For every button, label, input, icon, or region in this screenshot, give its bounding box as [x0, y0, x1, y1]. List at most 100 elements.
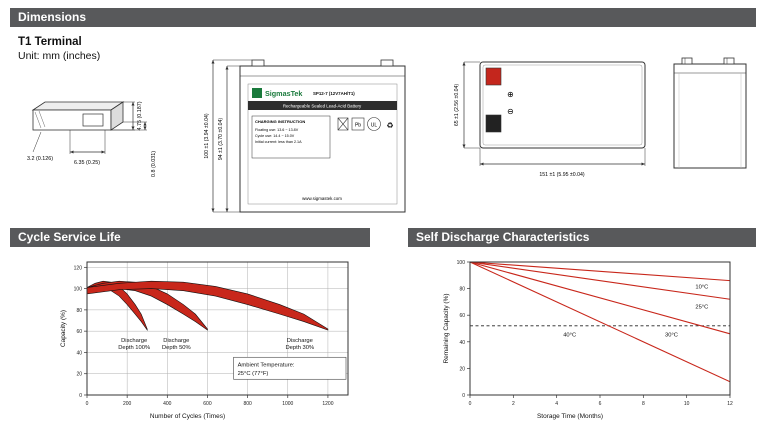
- y-tick-label: 120: [74, 265, 83, 271]
- self-discharge-title: Self Discharge Characteristics: [416, 230, 590, 244]
- battery-front-view: 100 ±1 (3.94 ±0.04) 94 ±1 (3.70 ±0.04) S…: [204, 59, 406, 213]
- series-label: 25°C: [695, 305, 708, 311]
- series-label: 30°C: [665, 332, 678, 338]
- y-tick-label: 100: [457, 260, 466, 266]
- x-tick-label: 6: [599, 401, 602, 407]
- terminal-detail-drawing: 4.75 (0.187) 3.2 (0.126) 6.35 (0.25) 0.8…: [27, 101, 157, 177]
- series-label: 10°C: [695, 285, 708, 291]
- y-tick-label: 0: [462, 393, 465, 399]
- charging-line-3: Initial current: less than 2.1A: [255, 140, 302, 144]
- x-axis-label: Storage Time (Months): [537, 413, 603, 420]
- series-line: [469, 261, 731, 383]
- battery-side-view: [673, 57, 747, 169]
- trash-crossed-icon: [337, 117, 349, 131]
- y-tick-label: 80: [459, 287, 465, 293]
- section-header-cycle-service-life: Cycle Service Life: [10, 228, 370, 247]
- dim-terminal-width: 6.35 (0.25): [74, 160, 100, 166]
- recycle-icon: ♻: [386, 121, 393, 130]
- x-tick-label: 0: [86, 401, 89, 407]
- annotation-text: Ambient Temperature:: [238, 362, 295, 368]
- x-tick-label: 200: [123, 401, 132, 407]
- side-terminal-left: [681, 57, 693, 65]
- x-tick-label: 12: [727, 401, 733, 407]
- y-tick-label: 20: [459, 366, 465, 372]
- x-tick-label: 400: [163, 401, 172, 407]
- charging-line-1: Floating use: 13.6 ~ 13.8V: [255, 128, 299, 132]
- series-line: [469, 261, 731, 282]
- x-tick-label: 2: [512, 401, 515, 407]
- minus-symbol: ⊖: [507, 107, 514, 116]
- dim-top-length: 151 ±1 (5.95 ±0.04): [539, 172, 584, 178]
- dimensions-title: Dimensions: [18, 10, 87, 24]
- side-view-case: [673, 63, 747, 169]
- model-number: SP12-7 (12V7AH/T1): [313, 91, 355, 96]
- y-tick-label: 20: [76, 372, 82, 378]
- x-tick-label: 1000: [282, 401, 293, 407]
- plot-frame: [86, 261, 349, 396]
- y-tick-label: 40: [459, 340, 465, 346]
- pb-icon: Pb: [351, 117, 365, 131]
- annotation-box: [233, 356, 347, 380]
- y-tick-label: 80: [76, 308, 82, 314]
- discharge-band: [86, 280, 329, 331]
- y-tick-label: 0: [79, 393, 82, 399]
- x-tick-label: 4: [555, 401, 558, 407]
- brand-logo-icon: [252, 88, 262, 98]
- charging-line-2: Cycle use: 14.4 ~ 15.0V: [255, 134, 295, 138]
- band-label: Discharge Depth 50%: [162, 338, 191, 351]
- y-tick-label: 100: [74, 287, 83, 293]
- y-axis-label: Capacity (%): [60, 310, 67, 347]
- battery-top-view: 65 ±1 (2.56 ±0.04) ⊕ ⊖ 151 ±1 (5.95 ±0.0…: [454, 61, 646, 178]
- cycle-title: Cycle Service Life: [18, 230, 121, 244]
- top-view-case: [479, 61, 646, 149]
- y-tick-label: 60: [76, 329, 82, 335]
- side-terminal-right: [723, 57, 735, 65]
- positive-terminal: [485, 67, 502, 86]
- plus-symbol: ⊕: [507, 90, 514, 99]
- x-tick-label: 1200: [322, 401, 333, 407]
- plot-frame: [469, 261, 731, 396]
- section-header-self-discharge: Self Discharge Characteristics: [408, 228, 756, 247]
- self-discharge-chart: 10°C 25°C 30°C 40°C 0 2 4 6 8 10 12 0 20 40 60 80 100 Sto…: [443, 260, 733, 420]
- svg-text:Pb: Pb: [355, 123, 361, 129]
- y-tick-label: 60: [459, 313, 465, 319]
- label-type-strip: [248, 101, 397, 110]
- y-axis-label: Remaining Capacity (%): [443, 293, 450, 363]
- dim-front-total-height: 100 ±1 (3.94 ±0.04): [204, 113, 210, 158]
- charging-instruction-box: [251, 115, 331, 159]
- series-line: [469, 261, 731, 335]
- series-line: [469, 261, 731, 300]
- band-label: Discharge Depth 30%: [285, 338, 314, 351]
- dim-top-depth: 65 ±1 (2.56 ±0.04): [454, 84, 460, 127]
- x-tick-label: 0: [469, 401, 472, 407]
- x-axis-label: Number of Cycles (Times): [150, 413, 225, 420]
- ul-icon: UL: [367, 117, 381, 131]
- terminal-top-face: [31, 101, 125, 111]
- front-terminal-left: [251, 59, 265, 67]
- dim-terminal-thickness: 0.8 (0.031): [151, 151, 157, 177]
- series-label: 40°C: [563, 332, 576, 338]
- cycle-service-life-chart: Discharge Depth 100% Discharge Depth 50% Dis…: [60, 261, 349, 420]
- website-text: www.sigmastek.com: [302, 196, 342, 201]
- terminal-hole: [82, 113, 104, 127]
- brand-name: SigmasTek: [265, 89, 302, 98]
- unit-note: Unit: mm (inches): [18, 50, 101, 62]
- battery-type-line: Rechargeable Sealed Lead-Acid Battery: [283, 104, 362, 109]
- band-label: Discharge Depth 100%: [118, 338, 150, 351]
- x-tick-label: 8: [642, 401, 645, 407]
- front-terminal-right: [380, 59, 394, 67]
- negative-terminal: [485, 114, 502, 133]
- dim-front-case-height: 94 ±1 (3.70 ±0.04): [218, 118, 224, 161]
- svg-text:UL: UL: [371, 123, 378, 129]
- x-tick-label: 800: [243, 401, 252, 407]
- dim-terminal-height: 4.75 (0.187): [137, 101, 143, 130]
- dim-terminal-slot: 3.2 (0.126): [27, 156, 53, 162]
- x-tick-label: 10: [684, 401, 690, 407]
- terminal-type-label: T1 Terminal: [18, 36, 82, 48]
- annotation-text: 25°C (77°F): [238, 371, 269, 377]
- charging-title: CHARGING INSTRUCTION: [255, 119, 305, 124]
- y-tick-label: 40: [76, 350, 82, 356]
- x-tick-label: 600: [203, 401, 212, 407]
- section-header-dimensions: Dimensions: [10, 8, 756, 27]
